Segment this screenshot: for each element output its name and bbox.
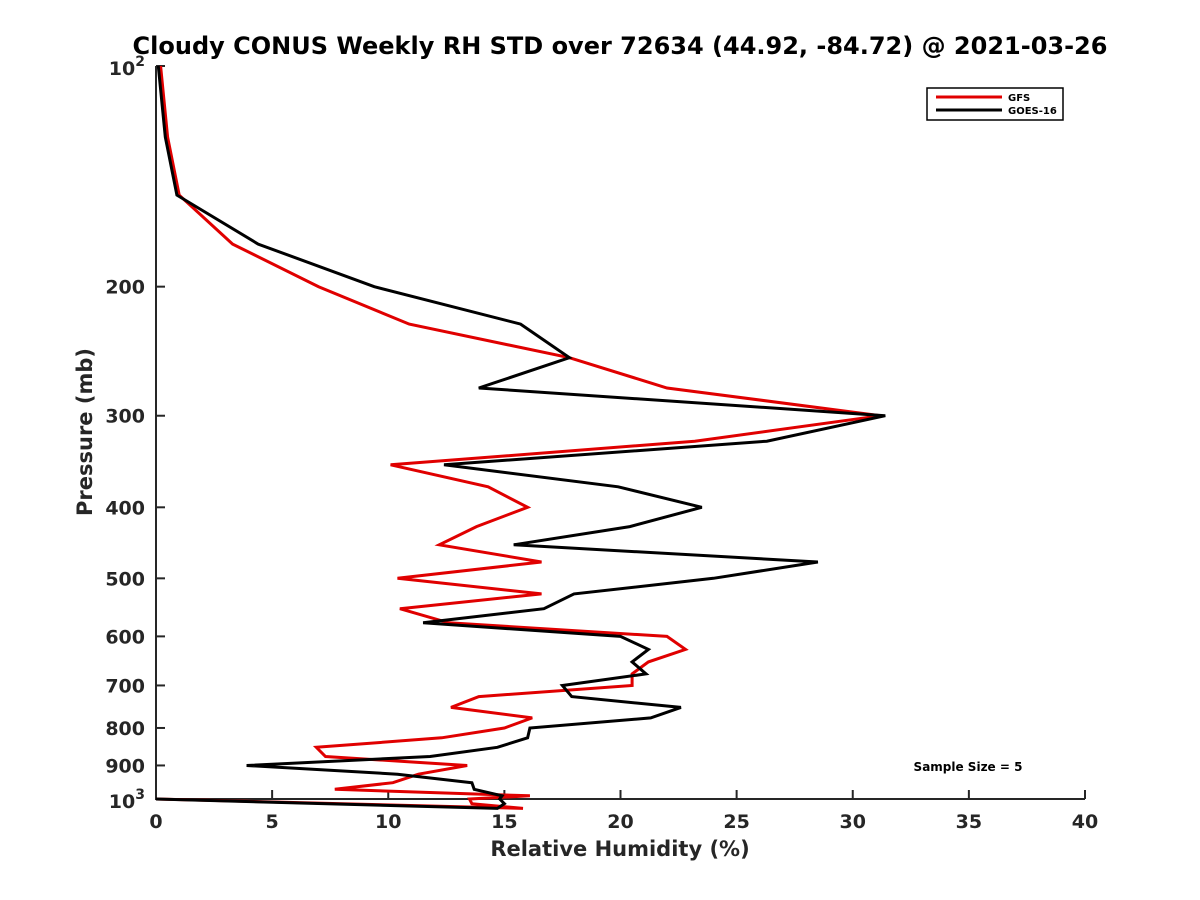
legend-label: GFS bbox=[1008, 93, 1030, 104]
sample-size-note: Sample Size = 5 bbox=[914, 760, 1023, 774]
y-tick-label: 700 bbox=[105, 675, 145, 697]
y-axis-label: Pressure (mb) bbox=[73, 348, 97, 516]
y-tick-label: 500 bbox=[105, 568, 145, 590]
x-tick-label: 5 bbox=[266, 811, 279, 833]
chart-title: Cloudy CONUS Weekly RH STD over 72634 (4… bbox=[133, 32, 1108, 60]
x-tick-label: 15 bbox=[491, 811, 517, 833]
y-tick-label: 600 bbox=[105, 626, 145, 648]
x-tick-label: 0 bbox=[149, 811, 162, 833]
x-tick-label: 10 bbox=[375, 811, 401, 833]
plot-area: 0 5 10 15 20 25 30 35 40 102 200 300 400 500 600 700 80… bbox=[105, 54, 1098, 833]
x-tick-label: 30 bbox=[840, 811, 866, 833]
x-tick-label: 20 bbox=[607, 811, 633, 833]
x-tick-label: 35 bbox=[956, 811, 982, 833]
y-tick-label: 900 bbox=[105, 755, 145, 777]
series-line-gfs bbox=[155, 65, 881, 810]
axis-frame bbox=[155, 66, 1085, 800]
legend: GFS GOES-16 bbox=[926, 87, 1064, 121]
legend-box bbox=[926, 87, 1064, 121]
legend-label: GOES-16 bbox=[1008, 106, 1057, 117]
y-tick-label: 102 bbox=[109, 54, 145, 80]
y-tick-label: 300 bbox=[105, 406, 145, 428]
x-axis-label: Relative Humidity (%) bbox=[490, 837, 749, 861]
y-tick-label: 800 bbox=[105, 718, 145, 740]
series-line-goes-16 bbox=[155, 65, 886, 810]
y-axis-ticks: 102 200 300 400 500 600 700 800 900 103 bbox=[105, 54, 165, 813]
y-tick-label: 103 bbox=[109, 787, 145, 813]
y-tick-label: 400 bbox=[105, 497, 145, 519]
series-layer bbox=[155, 65, 886, 810]
x-axis-ticks: 0 5 10 15 20 25 30 35 40 bbox=[149, 790, 1098, 833]
x-tick-label: 40 bbox=[1072, 811, 1098, 833]
x-tick-label: 25 bbox=[723, 811, 749, 833]
y-tick-label: 200 bbox=[105, 277, 145, 299]
